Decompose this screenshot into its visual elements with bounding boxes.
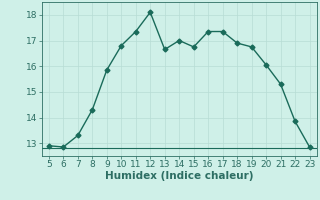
X-axis label: Humidex (Indice chaleur): Humidex (Indice chaleur) (105, 171, 253, 181)
